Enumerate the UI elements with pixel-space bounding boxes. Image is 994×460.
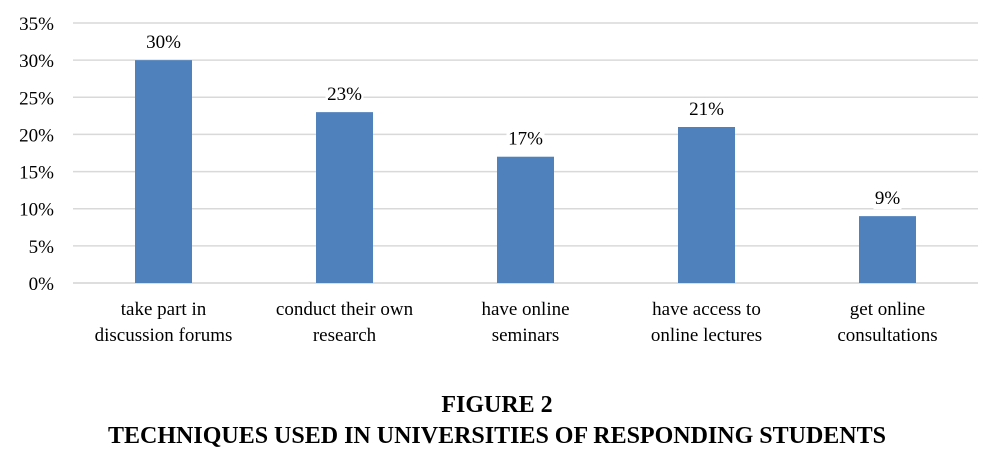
bar	[497, 156, 554, 283]
y-tick-label: 15%	[19, 163, 54, 184]
data-label: 23%	[327, 84, 362, 105]
category-label: research	[313, 325, 377, 346]
category-label: conduct their own	[276, 299, 414, 320]
data-label-background	[325, 83, 364, 106]
bars	[135, 60, 916, 284]
data-label-background	[144, 31, 183, 54]
category-label: get online	[850, 299, 925, 320]
bar	[135, 60, 192, 284]
figure-title: TECHNIQUES USED IN UNIVERSITIES OF RESPO…	[108, 423, 886, 449]
y-axis-ticks: 0% 5% 10% 15% 20% 25% 30% 35%	[19, 14, 54, 295]
figure-number: FIGURE 2	[441, 392, 553, 418]
category-label: have online	[481, 299, 569, 320]
data-label-background	[873, 187, 902, 210]
data-label-background	[687, 98, 726, 120]
y-tick-label: 10%	[19, 200, 54, 221]
bar	[678, 127, 735, 283]
data-label: 17%	[508, 129, 543, 150]
data-label: 9%	[875, 188, 901, 209]
category-label: consultations	[837, 325, 937, 346]
category-label: take part in	[121, 299, 207, 320]
data-label-background	[506, 127, 545, 150]
category-label: discussion forums	[95, 325, 233, 346]
bar	[316, 112, 373, 284]
y-tick-label: 5%	[29, 237, 55, 258]
y-tick-label: 20%	[19, 125, 54, 146]
data-label: 21%	[689, 99, 724, 120]
bar	[859, 216, 916, 283]
data-labels: 30% 23% 17% 21% 9%	[144, 31, 902, 210]
category-label: seminars	[492, 325, 560, 346]
y-tick-label: 0%	[29, 274, 55, 295]
y-tick-label: 35%	[19, 14, 54, 35]
data-label: 30%	[146, 32, 181, 53]
x-axis-categories: take part in discussion forums conduct the…	[95, 299, 938, 346]
category-label: online lectures	[651, 325, 762, 346]
y-tick-label: 30%	[19, 51, 54, 72]
bar-chart: 0% 5% 10% 15% 20% 25% 30% 35% 30% 23% 17% 21% 9% ta…	[19, 14, 978, 346]
category-label: have access to	[652, 299, 761, 320]
y-tick-label: 25%	[19, 88, 54, 109]
